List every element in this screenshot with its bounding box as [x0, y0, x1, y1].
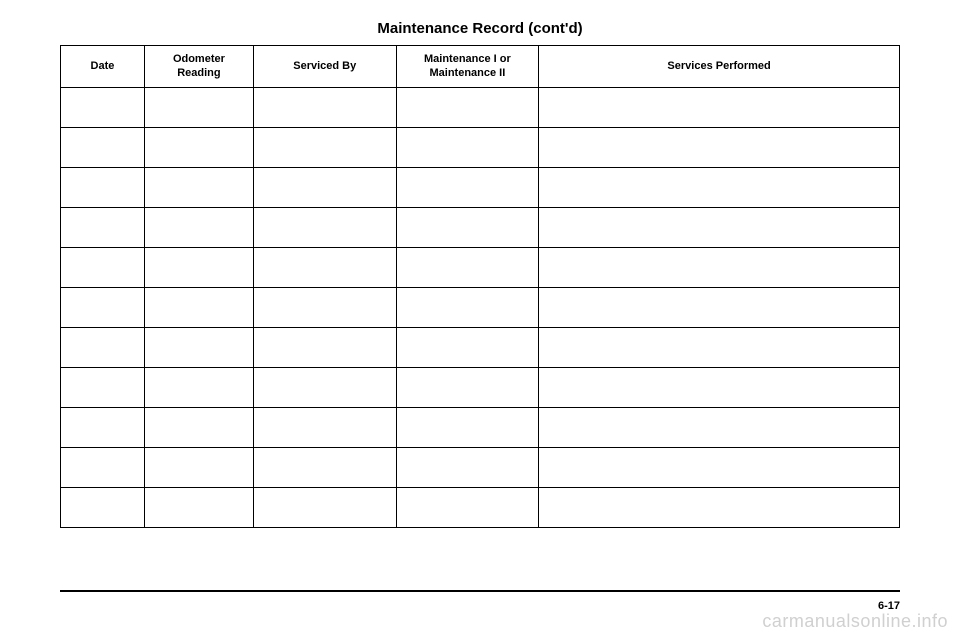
column-header-serviced-by: Serviced By	[253, 46, 396, 88]
table-row	[61, 207, 900, 247]
table-row	[61, 407, 900, 447]
page-title: Maintenance Record (cont'd)	[60, 20, 900, 37]
table-row	[61, 87, 900, 127]
table-row	[61, 487, 900, 527]
column-header-services-performed: Services Performed	[539, 46, 900, 88]
column-header-maintenance-type: Maintenance I orMaintenance II	[396, 46, 539, 88]
table-row	[61, 247, 900, 287]
footer-divider	[60, 590, 900, 592]
column-header-date: Date	[61, 46, 145, 88]
table-row	[61, 127, 900, 167]
table-row	[61, 327, 900, 367]
maintenance-record-table: Date OdometerReading Serviced By Mainten…	[60, 45, 900, 528]
table-body	[61, 87, 900, 527]
column-header-odometer: OdometerReading	[144, 46, 253, 88]
table-row	[61, 367, 900, 407]
table-header-row: Date OdometerReading Serviced By Mainten…	[61, 46, 900, 88]
table-row	[61, 167, 900, 207]
table-row	[61, 287, 900, 327]
watermark: carmanualsonline.info	[762, 611, 948, 632]
table-row	[61, 447, 900, 487]
